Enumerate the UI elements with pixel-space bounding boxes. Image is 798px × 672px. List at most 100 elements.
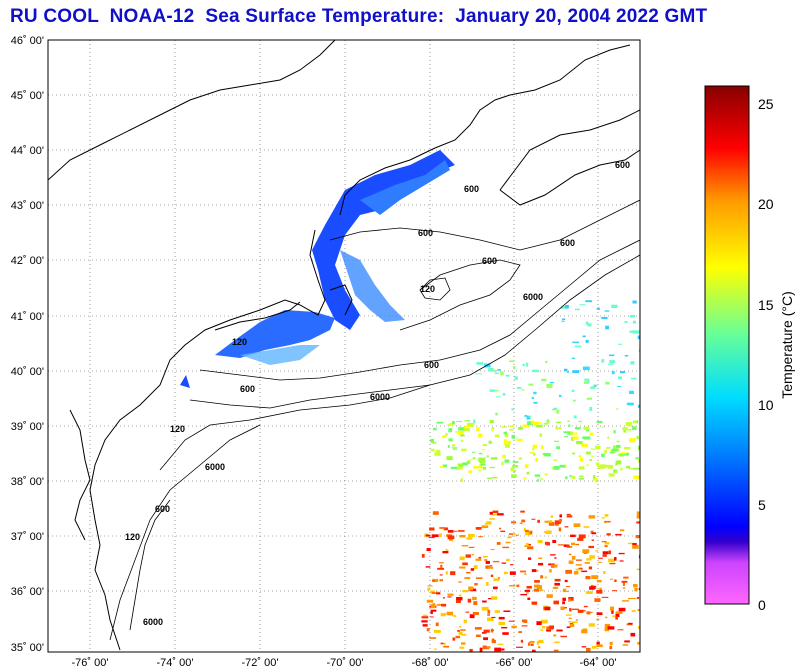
sst-pixel: [527, 544, 531, 546]
sst-pixel: [508, 533, 514, 535]
sst-pixel: [524, 545, 531, 547]
sst-pixel: [449, 428, 452, 432]
sst-pixel: [458, 530, 465, 532]
sst-pixel: [430, 438, 434, 443]
sst-pixel: [487, 477, 492, 480]
sst-pixel: [549, 569, 552, 573]
sst-pixel: [533, 588, 540, 592]
contour-600-gulf: [329, 199, 640, 251]
sst-pixel: [445, 571, 448, 575]
longitude-labels: -76˚ 00' -74˚ 00' -72˚ 00' -70˚ 00' -68˚ 00'…: [72, 657, 617, 669]
sst-pixel: [571, 436, 574, 441]
sst-pixel: [495, 396, 501, 398]
sst-pixel: [585, 321, 589, 325]
sst-pixel: [456, 467, 463, 470]
sst-pixel: [555, 426, 558, 430]
sst-pixel: [574, 308, 580, 311]
sst-pixel: [609, 563, 616, 565]
sst-pixel: [632, 543, 637, 546]
sst-pixel: [560, 635, 568, 638]
sst-pixel: [586, 591, 593, 594]
sst-pixel: [421, 620, 428, 623]
sst-pixel: [582, 335, 586, 338]
sst-pixel: [447, 596, 452, 598]
sst-pixel: [519, 522, 523, 525]
sst-pixel: [482, 600, 487, 603]
contour-label: 600: [482, 256, 497, 266]
sst-pixel: [485, 565, 490, 569]
map-content: 600 600 600 600 600 600 600 600 6000 600…: [48, 40, 640, 652]
sst-pixel: [527, 546, 534, 550]
sst-pixel: [437, 567, 445, 570]
sst-blue-streak: [340, 250, 405, 322]
sst-pixel: [457, 430, 464, 435]
sst-pixel: [489, 518, 495, 520]
sst-pixel: [601, 316, 608, 320]
sst-pixel: [601, 359, 605, 363]
sst-pixel: [605, 381, 610, 385]
sst-pixel: [528, 557, 532, 560]
sst-pixel: [572, 436, 579, 440]
sst-pixel: [502, 392, 506, 396]
sst-pixel: [563, 544, 568, 547]
sst-pixel: [581, 570, 588, 573]
sst-pixel: [500, 530, 506, 532]
sst-pixel: [460, 478, 464, 482]
sst-pixel: [620, 371, 626, 374]
sst-pixel: [556, 446, 560, 449]
sst-pixel: [495, 389, 499, 392]
sst-pixel: [473, 419, 476, 424]
sst-pixel: [621, 600, 629, 602]
sst-pixel: [617, 454, 621, 456]
latitude-label: 39˚ 00': [11, 421, 44, 433]
bathymetry-layer: [109, 199, 640, 641]
sst-pixel: [564, 526, 569, 528]
sst-pixel: [473, 466, 479, 469]
sst-pixel: [609, 578, 614, 580]
sst-pixel: [531, 601, 538, 605]
sst-pixel: [525, 531, 531, 536]
sst-pixel: [608, 558, 615, 563]
sst-pixel: [636, 511, 640, 516]
sst-pixel: [490, 457, 496, 460]
sst-pixel: [607, 363, 614, 365]
sst-pixel: [529, 530, 533, 535]
sst-pixel: [595, 445, 601, 450]
sst-pixel: [567, 420, 570, 423]
sst-pixel: [622, 587, 626, 589]
sst-pixel: [438, 562, 444, 564]
sst-pixel: [447, 424, 451, 427]
sst-pixel: [518, 457, 522, 460]
sst-pixel: [445, 549, 449, 551]
sst-pixel: [466, 571, 471, 574]
sst-pixel: [502, 546, 510, 549]
sst-pixel: [439, 574, 443, 576]
sst-pixel: [633, 583, 638, 588]
sst-pixel: [582, 549, 590, 554]
sst-pixel: [566, 513, 571, 516]
sst-pixel: [556, 421, 562, 424]
sst-pixel: [472, 457, 476, 460]
sst-pixel: [441, 435, 447, 439]
sst-pixel: [541, 378, 547, 382]
sst-pixel: [615, 613, 620, 618]
sst-pixel: [482, 458, 486, 463]
contour-label: 600: [560, 238, 575, 248]
sst-pixel: [430, 616, 434, 618]
sst-pixel: [578, 455, 582, 458]
sst-pixel: [527, 421, 534, 425]
sst-pixel: [434, 648, 437, 651]
sst-pixel: [479, 647, 483, 652]
sst-pixel: [623, 576, 629, 579]
sst-pixel: [628, 425, 632, 427]
sst-pixel: [606, 447, 611, 449]
sst-pixel: [561, 320, 565, 322]
contour-label: 600: [155, 504, 170, 514]
sst-pixel: [549, 381, 555, 384]
sst-pixel: [491, 427, 495, 429]
sst-pixel: [503, 610, 511, 613]
sst-pixel: [569, 553, 572, 556]
sst-pixel: [638, 447, 640, 451]
sst-pixel: [493, 578, 499, 581]
sst-pixel: [489, 511, 493, 515]
